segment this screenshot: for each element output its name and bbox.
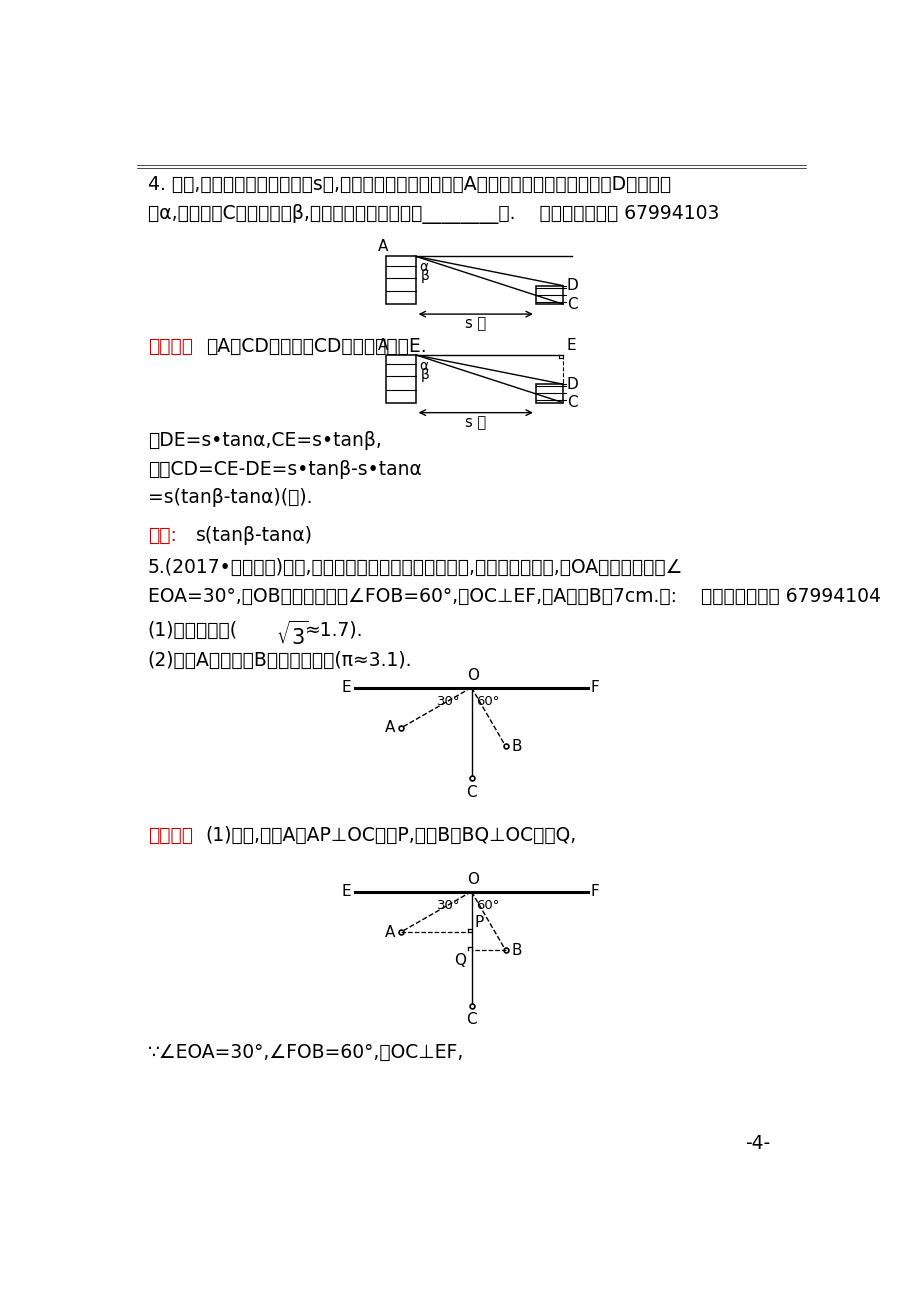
Text: 过A作CD的垂线交CD的延长线于点E.: 过A作CD的垂线交CD的延长线于点E. bbox=[206, 337, 425, 357]
Text: Q: Q bbox=[454, 953, 466, 967]
Text: B: B bbox=[510, 738, 521, 754]
Text: D: D bbox=[566, 376, 578, 392]
Text: (2)从点A摆动到点B经过的路径长(π≈3.1).: (2)从点A摆动到点B经过的路径长(π≈3.1). bbox=[147, 651, 412, 671]
Text: 4. 如图,两建筑物的水平距离为s米,小明在较高的建筑物顶部A测得对面另一建筑物的顶部D点的俦角: 4. 如图,两建筑物的水平距离为s米,小明在较高的建筑物顶部A测得对面另一建筑物… bbox=[147, 174, 670, 194]
Text: E: E bbox=[565, 337, 575, 353]
Text: O: O bbox=[467, 668, 479, 684]
Text: A: A bbox=[385, 924, 395, 940]
Text: 答案:: 答案: bbox=[147, 526, 176, 544]
Text: =s(tanβ-tanα)(米).: =s(tanβ-tanα)(米). bbox=[147, 488, 312, 506]
Text: ≈1.7).: ≈1.7). bbox=[304, 621, 362, 639]
Text: P: P bbox=[474, 915, 483, 931]
Text: ∵∠EOA=30°,∠FOB=60°,且OC⊥EF,: ∵∠EOA=30°,∠FOB=60°,且OC⊥EF, bbox=[147, 1043, 463, 1062]
Text: F: F bbox=[590, 680, 599, 695]
Text: D: D bbox=[566, 279, 578, 293]
Text: (1)如图,过点A作AP⊥OC于点P,过点B作BQ⊥OC于点Q,: (1)如图,过点A作AP⊥OC于点P,过点B作BQ⊥OC于点Q, bbox=[206, 827, 576, 845]
Text: -4-: -4- bbox=[744, 1134, 770, 1154]
Text: α: α bbox=[419, 359, 428, 372]
Text: A: A bbox=[378, 240, 388, 254]
Text: C: C bbox=[566, 297, 577, 311]
Text: $\sqrt{3}$: $\sqrt{3}$ bbox=[276, 621, 309, 648]
Text: s 米: s 米 bbox=[465, 316, 486, 332]
Text: α: α bbox=[419, 260, 428, 275]
Text: C: C bbox=[566, 395, 577, 410]
Text: B: B bbox=[510, 943, 521, 958]
Text: C: C bbox=[466, 1012, 476, 1027]
Text: s 米: s 米 bbox=[465, 415, 486, 430]
Text: 30°: 30° bbox=[437, 695, 460, 708]
Text: (1)单摆的长度(: (1)单摆的长度( bbox=[147, 621, 237, 639]
Text: EOA=30°,在OB的位置时俦角∠FOB=60°,若OC⊥EF,点A比点B高7cm.求:    世纪金榜导学号 67994104: EOA=30°,在OB的位置时俦角∠FOB=60°,若OC⊥EF,点A比点B高7… bbox=[147, 587, 879, 605]
Text: 【解析】: 【解析】 bbox=[147, 337, 192, 357]
Text: 【解析】: 【解析】 bbox=[147, 827, 192, 845]
Text: A: A bbox=[378, 337, 388, 353]
Text: 60°: 60° bbox=[476, 695, 499, 708]
Text: E: E bbox=[341, 680, 351, 695]
Text: O: O bbox=[467, 872, 479, 887]
Text: 5.(2017•通辽中考)如图,物理教师为同学们演示单摆运动,单摆左右摆动中,在OA的位置时俦角∠: 5.(2017•通辽中考)如图,物理教师为同学们演示单摆运动,单摆左右摆动中,在… bbox=[147, 559, 682, 577]
Text: s(tanβ-tanα): s(tanβ-tanα) bbox=[196, 526, 312, 544]
Text: F: F bbox=[590, 884, 599, 900]
Text: β: β bbox=[421, 270, 429, 284]
Text: C: C bbox=[466, 785, 476, 799]
Text: β: β bbox=[421, 368, 429, 381]
Text: 30°: 30° bbox=[437, 900, 460, 913]
Text: E: E bbox=[341, 884, 351, 900]
Text: 为α,测得底部C点的俦角为β,求另一建筑物的高度为________米.    世纪金榜导学号 67994103: 为α,测得底部C点的俦角为β,求另一建筑物的高度为________米. 世纪金榜… bbox=[147, 204, 718, 224]
Text: 则DE=s•tanα,CE=s•tanβ,: 则DE=s•tanα,CE=s•tanβ, bbox=[147, 431, 381, 450]
Text: A: A bbox=[385, 720, 395, 736]
Text: 所以CD=CE-DE=s•tanβ-s•tanα: 所以CD=CE-DE=s•tanβ-s•tanα bbox=[147, 460, 421, 479]
Text: 60°: 60° bbox=[476, 900, 499, 913]
